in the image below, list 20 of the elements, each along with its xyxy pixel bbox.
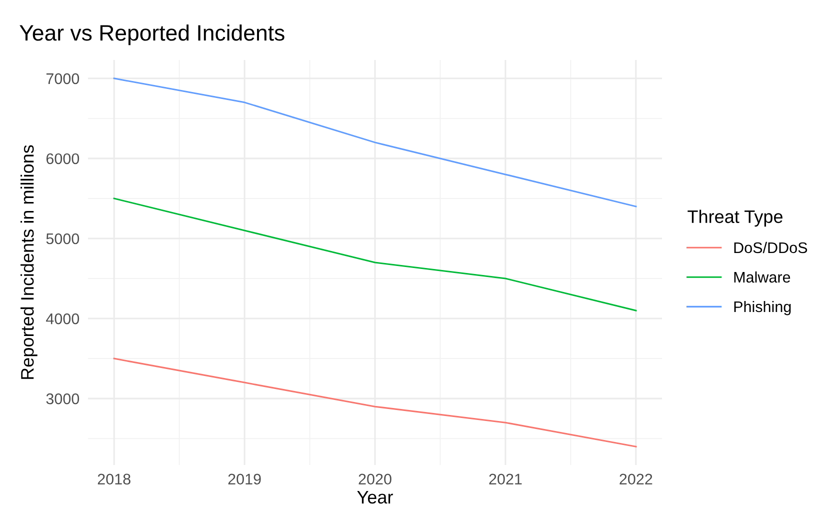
- x-tick-label: 2021: [489, 474, 522, 485]
- line-series: [113, 78, 637, 208]
- y-tick-label: 6000: [46, 153, 80, 164]
- legend-label: Malware: [734, 271, 790, 283]
- legend-label: DoS/DDoS: [734, 242, 808, 254]
- x-tick-label: 2018: [98, 474, 130, 485]
- y-tick-label: 4000: [46, 313, 80, 324]
- y-axis-title: Reported Incidents in millions: [20, 145, 38, 379]
- y-tick-label: 7000: [46, 73, 80, 84]
- line-series: [113, 358, 637, 448]
- x-axis-title: Year: [357, 491, 393, 504]
- y-tick-label: 3000: [46, 393, 80, 404]
- legend-label: Phishing: [734, 300, 791, 316]
- x-tick-label: 2022: [620, 474, 652, 485]
- chart-title: Year vs Reported Incidents: [20, 24, 284, 46]
- x-tick-label: 2019: [228, 474, 261, 485]
- line-series: [113, 198, 637, 312]
- y-tick-label: 5000: [46, 233, 80, 244]
- legend-title: Threat Type: [688, 210, 782, 227]
- x-tick-label: 2020: [358, 474, 392, 485]
